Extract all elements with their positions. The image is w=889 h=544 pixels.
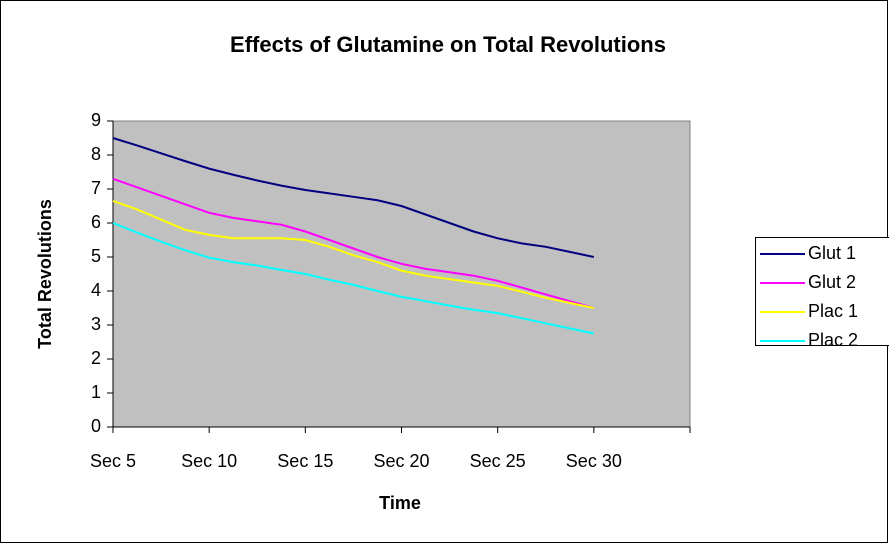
chart-title: Effects of Glutamine on Total Revolution… xyxy=(230,32,666,57)
x-tick-label: Sec 10 xyxy=(181,451,237,471)
series-line xyxy=(112,222,595,335)
legend-label: Glut 2 xyxy=(808,272,856,292)
y-axis-label: Total Revolutions xyxy=(35,199,55,349)
legend-label: Plac 2 xyxy=(808,330,858,350)
y-tick-label: 5 xyxy=(91,246,101,266)
y-tick-label: 3 xyxy=(91,314,101,334)
legend-label: Plac 1 xyxy=(808,301,858,321)
x-axis-label: Time xyxy=(379,493,421,513)
legend-label: Glut 1 xyxy=(808,243,856,263)
x-tick-label: Sec 30 xyxy=(566,451,622,471)
y-tick-label: 9 xyxy=(91,110,101,130)
y-tick-label: 1 xyxy=(91,382,101,402)
y-tick-label: 4 xyxy=(91,280,101,300)
x-tick-label: Sec 20 xyxy=(373,451,429,471)
legend xyxy=(755,237,889,346)
x-tick-label: Sec 15 xyxy=(277,451,333,471)
x-tick-label: Sec 25 xyxy=(470,451,526,471)
y-tick-label: 2 xyxy=(91,348,101,368)
y-tick-label: 8 xyxy=(91,144,101,164)
y-tick-label: 0 xyxy=(91,416,101,436)
plot-area xyxy=(112,120,691,428)
x-tick-label: Sec 5 xyxy=(90,451,136,471)
series-line xyxy=(112,137,595,258)
series-line xyxy=(112,177,595,309)
y-tick-label: 7 xyxy=(91,178,101,198)
y-tick-label: 6 xyxy=(91,212,101,232)
series-line xyxy=(112,199,595,309)
